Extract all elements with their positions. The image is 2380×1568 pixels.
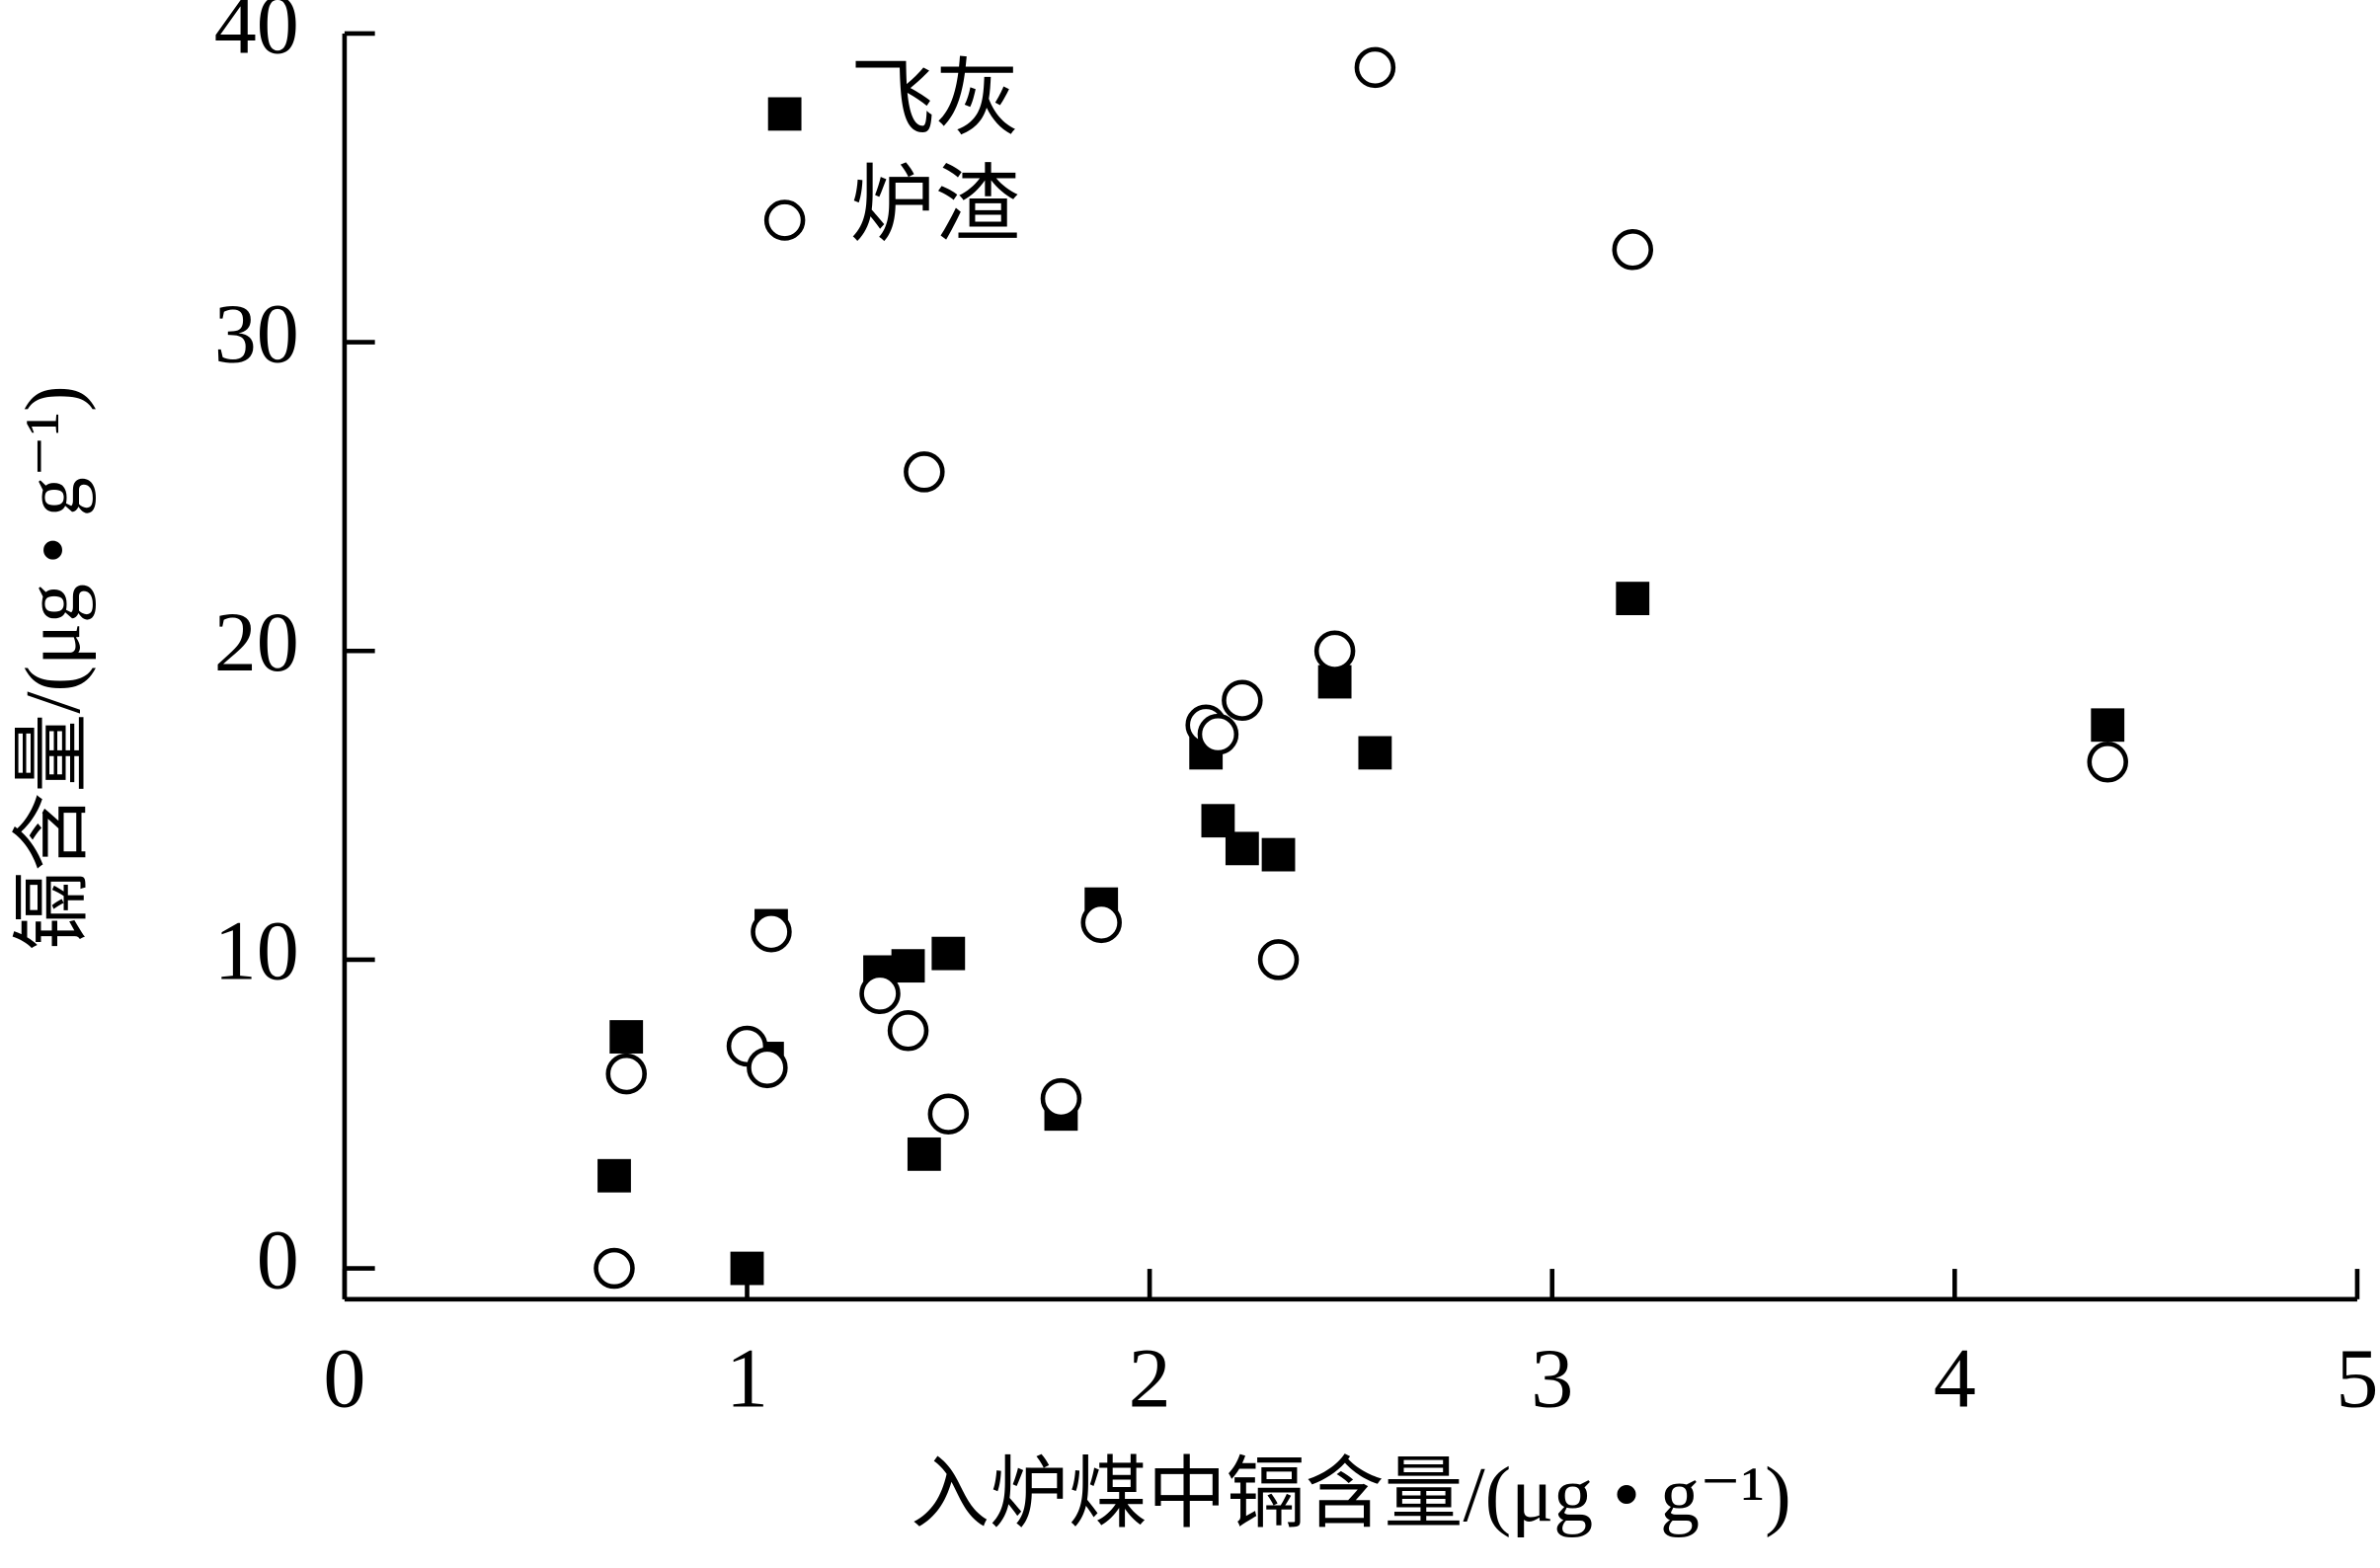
point bbox=[859, 973, 901, 1015]
point bbox=[1612, 229, 1653, 271]
point bbox=[2091, 708, 2125, 743]
point bbox=[1261, 837, 1296, 872]
point bbox=[605, 1053, 647, 1095]
point bbox=[1358, 736, 1392, 770]
point bbox=[609, 1020, 644, 1054]
point bbox=[904, 451, 945, 493]
point bbox=[751, 911, 792, 953]
x-tick-label: 2 bbox=[1129, 1331, 1171, 1426]
x-tick-label: 1 bbox=[726, 1331, 768, 1426]
y-tick-label: 10 bbox=[214, 903, 299, 998]
point bbox=[747, 1047, 788, 1089]
y-axis-label: 镉含量/(μg • g⁻¹) bbox=[10, 385, 97, 950]
y-tick-label: 40 bbox=[214, 0, 299, 72]
legend-marker bbox=[763, 199, 806, 241]
point bbox=[2087, 742, 2128, 783]
point bbox=[931, 936, 966, 971]
point bbox=[1354, 46, 1396, 89]
y-tick-label: 20 bbox=[214, 594, 299, 689]
point bbox=[594, 1247, 635, 1290]
x-axis-label: 入炉煤中镉含量/(μg • g⁻¹) bbox=[911, 1451, 1791, 1538]
point bbox=[1225, 831, 1259, 866]
point bbox=[1616, 582, 1650, 616]
point bbox=[1257, 939, 1300, 980]
point bbox=[891, 949, 925, 983]
point bbox=[597, 1158, 631, 1193]
x-tick-label: 4 bbox=[1934, 1331, 1976, 1426]
legend-label: 炉渣 bbox=[850, 158, 1020, 253]
point bbox=[1040, 1077, 1082, 1120]
point bbox=[1197, 713, 1239, 755]
x-tick-label: 3 bbox=[1531, 1331, 1573, 1426]
legend-marker bbox=[767, 97, 802, 131]
x-tick-label: 0 bbox=[323, 1331, 365, 1426]
point bbox=[1222, 679, 1263, 722]
point bbox=[907, 1137, 941, 1171]
point bbox=[887, 1010, 929, 1052]
point bbox=[730, 1251, 764, 1286]
legend-label: 飞灰 bbox=[850, 51, 1020, 146]
point bbox=[1080, 902, 1122, 944]
y-tick-label: 30 bbox=[214, 285, 299, 380]
y-tick-label: 0 bbox=[257, 1212, 299, 1306]
point bbox=[1313, 630, 1356, 672]
x-tick-label: 5 bbox=[2336, 1331, 2378, 1426]
point bbox=[927, 1093, 970, 1135]
